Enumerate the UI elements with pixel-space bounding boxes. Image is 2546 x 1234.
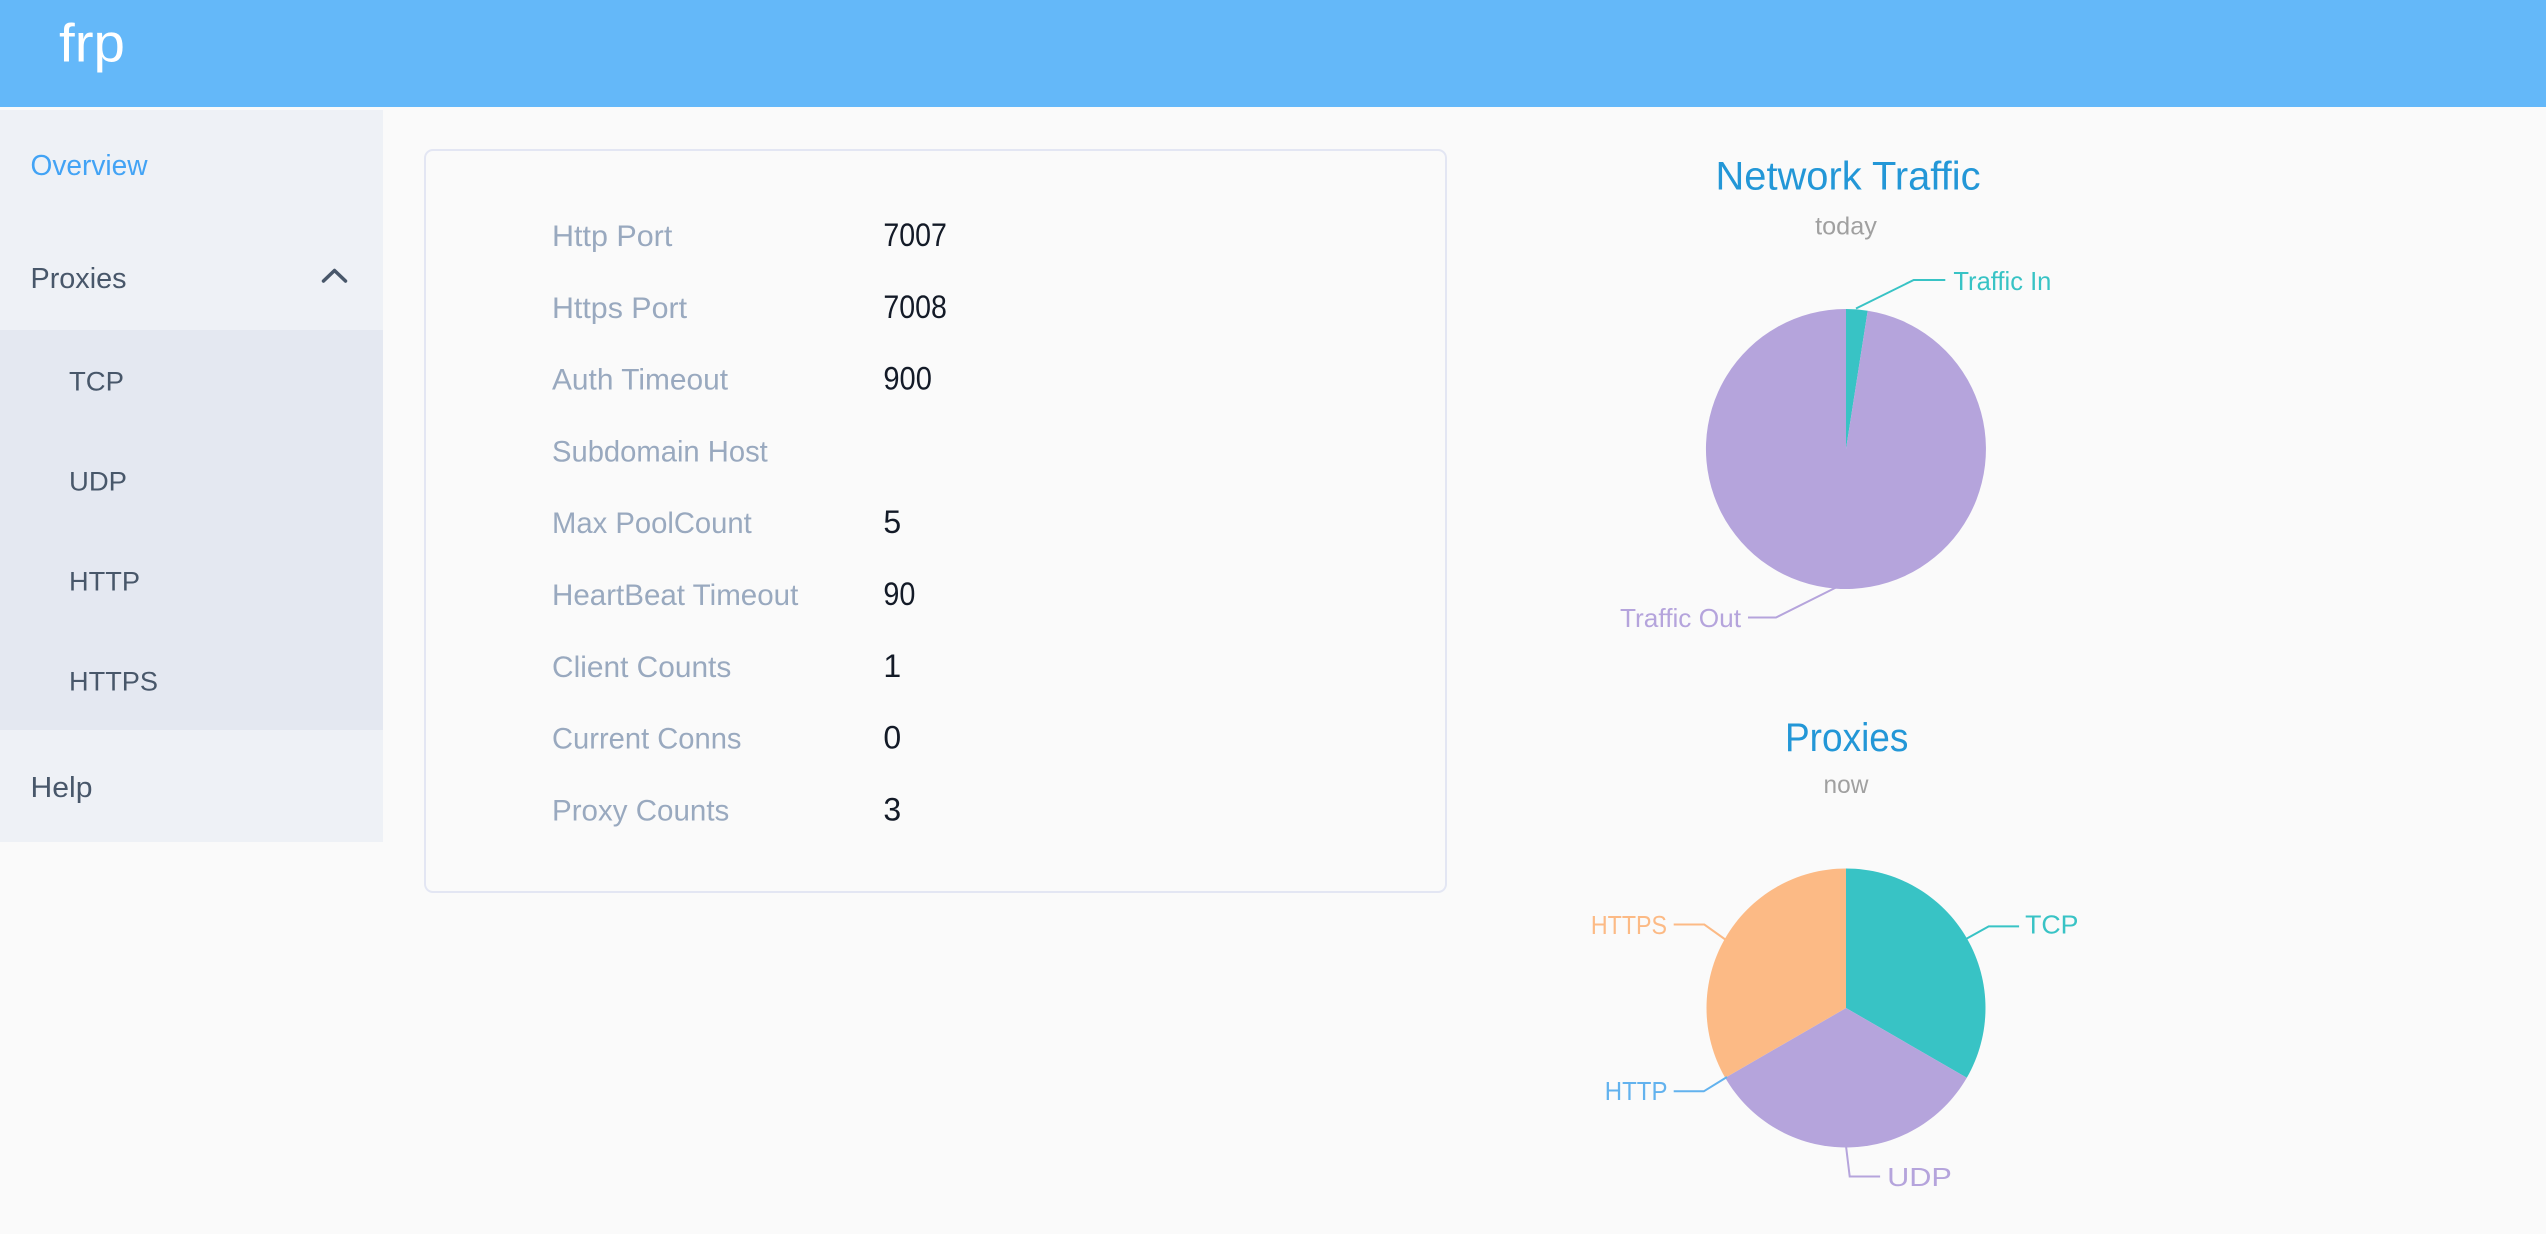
svg-text:7007: 7007 [883, 217, 947, 253]
svg-text:3: 3 [883, 791, 901, 827]
svg-text:Proxy Counts: Proxy Counts [552, 794, 729, 827]
svg-text:HeartBeat Timeout: HeartBeat Timeout [552, 579, 799, 612]
svg-text:Traffic In: Traffic In [1953, 266, 2051, 296]
svg-text:5: 5 [883, 504, 901, 540]
svg-text:UDP: UDP [69, 467, 127, 497]
svg-text:HTTPS: HTTPS [1591, 910, 1667, 940]
svg-text:90: 90 [883, 576, 915, 612]
svg-text:Proxies: Proxies [1785, 716, 1908, 760]
svg-text:Network Traffic: Network Traffic [1716, 155, 1981, 199]
svg-text:Traffic Out: Traffic Out [1620, 603, 1742, 633]
svg-text:Http Port: Http Port [552, 220, 673, 253]
svg-text:Current Conns: Current Conns [552, 723, 742, 756]
svg-text:Overview: Overview [31, 150, 149, 182]
svg-text:900: 900 [883, 361, 932, 397]
svg-text:frp: frp [59, 14, 125, 74]
svg-text:HTTPS: HTTPS [69, 667, 158, 697]
svg-text:HTTP: HTTP [1605, 1076, 1668, 1106]
svg-text:Help: Help [31, 772, 93, 804]
svg-text:0: 0 [883, 720, 901, 756]
svg-text:1: 1 [883, 648, 901, 684]
svg-text:TCP: TCP [2025, 910, 2078, 940]
svg-text:Client Counts: Client Counts [552, 651, 731, 684]
svg-text:now: now [1824, 771, 1870, 799]
svg-text:Max PoolCount: Max PoolCount [552, 507, 752, 540]
svg-text:7008: 7008 [883, 289, 947, 325]
svg-text:Https Port: Https Port [552, 292, 688, 325]
svg-text:UDP: UDP [1887, 1162, 1952, 1192]
svg-text:HTTP: HTTP [69, 567, 140, 597]
svg-text:Proxies: Proxies [31, 263, 127, 295]
svg-text:Auth Timeout: Auth Timeout [552, 364, 729, 397]
svg-text:today: today [1815, 213, 1877, 241]
svg-text:Subdomain Host: Subdomain Host [552, 435, 768, 468]
svg-text:TCP: TCP [69, 367, 124, 397]
